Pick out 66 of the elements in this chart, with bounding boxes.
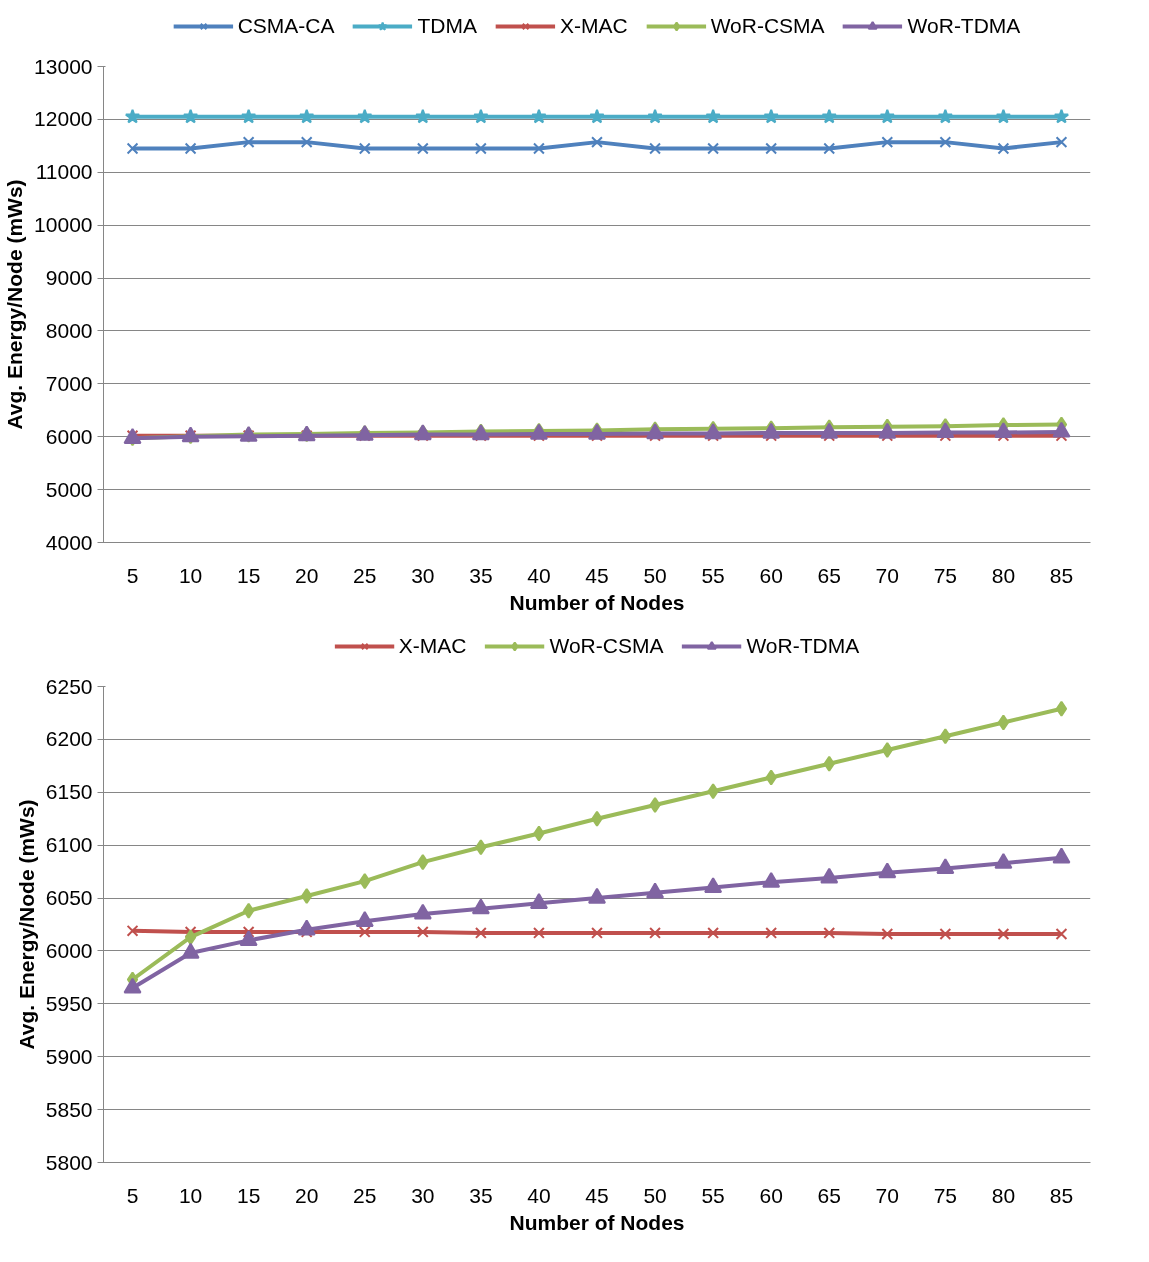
y-tick-label: 8000: [45, 318, 93, 342]
y-tick-label: 12000: [34, 107, 93, 131]
x-tick-label: 45: [585, 563, 609, 587]
x-tick-label: 10: [178, 1183, 203, 1207]
x-tick-label: 30: [411, 563, 435, 587]
x-tick-label: 40: [527, 563, 551, 587]
x-tick-label: 10: [178, 563, 203, 587]
legend-label: WoR-TDMA: [746, 634, 860, 658]
x-tick-label: 40: [527, 1183, 551, 1207]
x-tick-label: 85: [1049, 1183, 1074, 1207]
x-axis-title: Number of Nodes: [509, 590, 685, 614]
x-tick-label: 45: [585, 1183, 609, 1207]
legend-label: WoR-CSMA: [710, 14, 825, 38]
y-tick-label: 6050: [45, 886, 93, 910]
x-tick-label: 25: [353, 1183, 377, 1207]
x-tick-label: 80: [991, 1183, 1016, 1207]
x-tick-label: 15: [236, 1183, 261, 1207]
y-tick-label: 11000: [35, 160, 93, 184]
x-tick-label: 60: [759, 1183, 783, 1207]
x-tick-label: 75: [933, 563, 958, 587]
legend-label: WoR-TDMA: [907, 14, 1021, 38]
x-axis-title: Number of Nodes: [509, 1210, 685, 1234]
x-tick-label: 55: [701, 1183, 725, 1207]
y-tick-label: 7000: [45, 371, 93, 395]
y-axis-title: Avg. Energy/Node (mWs): [14, 799, 38, 1050]
x-tick-label: 50: [643, 563, 667, 587]
y-tick-label: 6200: [45, 727, 93, 751]
legend-label: WoR-CSMA: [549, 634, 664, 658]
x-tick-label: 50: [643, 1183, 667, 1207]
y-tick-label: 13000: [34, 54, 93, 78]
x-tick-label: 5: [126, 1183, 139, 1207]
legend-label: X-MAC: [398, 634, 467, 658]
x-tick-label: 5: [126, 563, 139, 587]
x-tick-label: 35: [469, 563, 493, 587]
x-tick-label: 20: [295, 563, 319, 587]
x-tick-label: 25: [353, 563, 377, 587]
x-tick-label: 15: [236, 563, 261, 587]
y-tick-label: 4000: [45, 530, 93, 554]
x-tick-label: 65: [817, 1183, 841, 1207]
x-tick-label: 55: [701, 563, 725, 587]
y-tick-label: 9000: [45, 266, 93, 290]
x-tick-label: 20: [295, 1183, 319, 1207]
y-tick-label: 6100: [45, 833, 93, 857]
y-axis-title: Avg. Energy/Node (mWs): [3, 179, 27, 430]
y-tick-label: 6000: [45, 424, 93, 448]
y-tick-label: 5850: [45, 1097, 93, 1121]
legend-label: CSMA-CA: [237, 14, 335, 38]
legend-label: X-MAC: [559, 14, 628, 38]
x-tick-label: 70: [875, 1183, 899, 1207]
x-tick-label: 70: [875, 563, 899, 587]
y-tick-label: 5000: [45, 477, 93, 501]
y-tick-label: 10000: [34, 213, 93, 237]
y-tick-label: 6150: [45, 780, 93, 804]
legend-label: TDMA: [417, 14, 477, 38]
y-tick-label: 6000: [45, 938, 93, 962]
x-tick-label: 65: [817, 563, 841, 587]
y-tick-label: 5900: [45, 1044, 93, 1068]
x-tick-label: 75: [933, 1183, 958, 1207]
y-tick-label: 6250: [45, 674, 93, 698]
x-tick-label: 60: [759, 563, 783, 587]
x-tick-label: 35: [469, 1183, 493, 1207]
x-tick-label: 80: [991, 563, 1016, 587]
x-tick-label: 30: [411, 1183, 435, 1207]
y-tick-label: 5950: [45, 991, 93, 1015]
y-tick-label: 5800: [45, 1150, 93, 1174]
x-tick-label: 85: [1049, 563, 1074, 587]
